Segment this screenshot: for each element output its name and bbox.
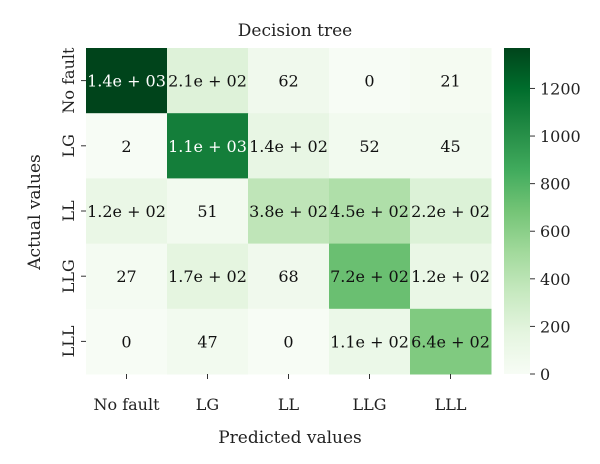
cell-value-label: 1.2e + 02 <box>411 267 490 286</box>
heatmap-cell <box>86 308 168 375</box>
chart-title: Decision tree <box>238 21 352 41</box>
cell-value-label: 1.2e + 02 <box>87 202 166 221</box>
cell-value-label: 0 <box>121 332 131 351</box>
cell-value-label: 2.1e + 02 <box>168 72 247 91</box>
colorbar-tick-label: 600 <box>540 222 571 241</box>
cell-value-label: 0 <box>364 72 374 91</box>
y-tick-label: LLL <box>59 325 78 357</box>
heatmap-cell <box>329 178 411 245</box>
cell-value-label: 6.4e + 02 <box>411 332 490 351</box>
cell-value-label: 47 <box>197 332 217 351</box>
x-tick-label: LLL <box>435 395 467 414</box>
y-tick-label: No fault <box>59 47 78 114</box>
heatmap-cell <box>410 243 492 310</box>
heatmap-cell <box>248 308 330 375</box>
cell-value-label: 1.4e + 03 <box>87 72 166 91</box>
x-tick-label: No fault <box>93 395 160 414</box>
x-axis-label: Predicted values <box>218 428 362 448</box>
heatmap-cell <box>410 308 492 375</box>
cell-value-label: 1.4e + 02 <box>249 137 328 156</box>
y-tick-label: LG <box>59 134 78 157</box>
heatmap-cell <box>329 243 411 310</box>
heatmap-cell <box>410 178 492 245</box>
heatmap-cell <box>248 113 330 179</box>
heatmap-cell <box>248 48 330 114</box>
colorbar-tick-label: 1000 <box>540 127 581 146</box>
colorbar-tick-label: 800 <box>540 175 571 194</box>
heatmap-cell <box>248 178 330 245</box>
colorbar <box>504 48 530 374</box>
y-tick-label: LLG <box>59 259 78 293</box>
cell-value-label: 2.2e + 02 <box>411 202 490 221</box>
cell-value-label: 1.1e + 02 <box>330 332 409 351</box>
heatmap-cell <box>329 48 411 114</box>
cell-value-label: 21 <box>440 72 460 91</box>
colorbar-tick-label: 1200 <box>540 79 581 98</box>
cell-value-label: 45 <box>440 137 460 156</box>
heatmap-cell <box>329 308 411 375</box>
cell-value-label: 2 <box>121 137 131 156</box>
heatmap-cell <box>248 243 330 310</box>
x-tick-label: LL <box>278 395 300 414</box>
y-axis-label: Actual values <box>25 154 45 270</box>
heatmap-cell <box>167 243 249 310</box>
colorbar-tick-label: 200 <box>540 317 571 336</box>
heatmap-cell <box>167 48 249 114</box>
y-tick-label: LL <box>59 200 78 222</box>
cell-value-label: 3.8e + 02 <box>249 202 328 221</box>
heatmap-cell <box>167 308 249 375</box>
heatmap-cell <box>86 178 168 245</box>
cell-value-label: 4.5e + 02 <box>330 202 409 221</box>
cell-value-label: 1.1e + 03 <box>168 137 247 156</box>
heatmap-cell <box>329 113 411 179</box>
cell-value-label: 7.2e + 02 <box>330 267 409 286</box>
cell-value-label: 51 <box>197 202 217 221</box>
heatmap-cells <box>86 48 492 375</box>
cell-value-label: 68 <box>278 267 298 286</box>
cell-value-label: 62 <box>278 72 298 91</box>
cell-value-label: 0 <box>283 332 293 351</box>
cell-value-label: 27 <box>116 267 136 286</box>
heatmap-cell <box>410 113 492 179</box>
heatmap-cell <box>167 113 249 179</box>
x-tick-label: LLG <box>352 395 386 414</box>
heatmap-cell <box>410 48 492 114</box>
x-tick-label: LG <box>196 395 219 414</box>
heatmap-cell <box>86 113 168 179</box>
heatmap-cell <box>86 48 168 114</box>
cell-value-label: 1.7e + 02 <box>168 267 247 286</box>
colorbar-tick-label: 0 <box>540 365 550 384</box>
colorbar-ticks: 0 200 400 600 800 1000 1200 <box>530 79 581 384</box>
colorbar-tick-label: 400 <box>540 270 571 289</box>
heatmap-cell-labels: 1.4e + 03 2.1e + 02 62 0 21 2 1.1e + 03 1.4e + … <box>87 72 490 352</box>
cell-value-label: 52 <box>359 137 379 156</box>
heatmap-cell <box>167 178 249 245</box>
y-axis-ticks: No fault LG LL LLG LLL <box>59 47 86 357</box>
x-axis-ticks: No fault LG LL LLG LLL <box>93 374 467 414</box>
heatmap-cell <box>86 243 168 310</box>
